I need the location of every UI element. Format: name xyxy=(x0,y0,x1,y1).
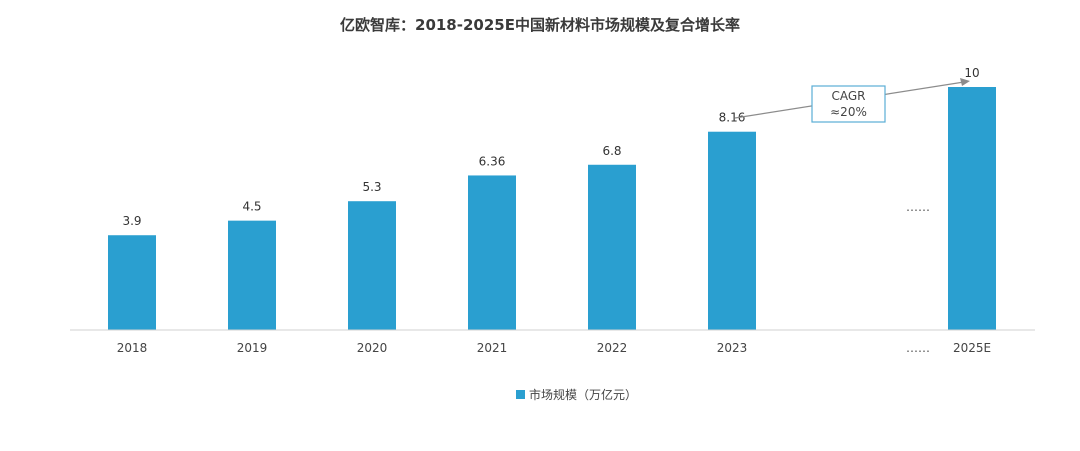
gap-marker-axis: …… xyxy=(906,341,930,355)
legend: 市场规模（万亿元） xyxy=(516,387,637,402)
data-labels-group: 3.9 4.5 5.3 6.36 6.8 8.16 10 xyxy=(122,66,979,228)
cagr-label: CAGR xyxy=(831,89,865,103)
x-tick-2023: 2023 xyxy=(717,341,748,355)
x-tick-2018: 2018 xyxy=(117,341,148,355)
chart-title: 亿欧智库：2018-2025E中国新材料市场规模及复合增长率 xyxy=(340,16,740,34)
bar-2022 xyxy=(588,164,636,330)
x-tick-labels-group: 2018 2019 2020 2021 2022 2023 2025E xyxy=(117,341,991,355)
data-label-2020: 5.3 xyxy=(362,180,381,194)
gap-marker-mid: …… xyxy=(906,200,930,214)
data-label-2022: 6.8 xyxy=(602,144,621,158)
bar-2018 xyxy=(108,235,156,330)
bar-2021 xyxy=(468,175,516,330)
data-label-2025E: 10 xyxy=(964,66,979,80)
data-label-2018: 3.9 xyxy=(122,214,141,228)
data-label-2023: 8.16 xyxy=(719,111,746,125)
cagr-arrowhead xyxy=(960,78,970,86)
x-tick-2021: 2021 xyxy=(477,341,508,355)
x-tick-2020: 2020 xyxy=(357,341,388,355)
bar-2019 xyxy=(228,220,276,330)
data-label-2019: 4.5 xyxy=(242,200,261,214)
bar-2023 xyxy=(708,131,756,330)
bars-group xyxy=(108,87,996,330)
bar-2020 xyxy=(348,201,396,330)
x-tick-2022: 2022 xyxy=(597,341,628,355)
legend-label: 市场规模（万亿元） xyxy=(529,387,637,402)
x-tick-2019: 2019 xyxy=(237,341,268,355)
cagr-annotation: CAGR ≈20% xyxy=(734,78,970,123)
x-tick-2025E: 2025E xyxy=(953,341,991,355)
bar-2025E xyxy=(948,87,996,330)
cagr-value: ≈20% xyxy=(830,105,867,119)
legend-swatch xyxy=(516,390,525,399)
data-label-2021: 6.36 xyxy=(479,154,506,168)
cagr-box xyxy=(811,85,886,123)
